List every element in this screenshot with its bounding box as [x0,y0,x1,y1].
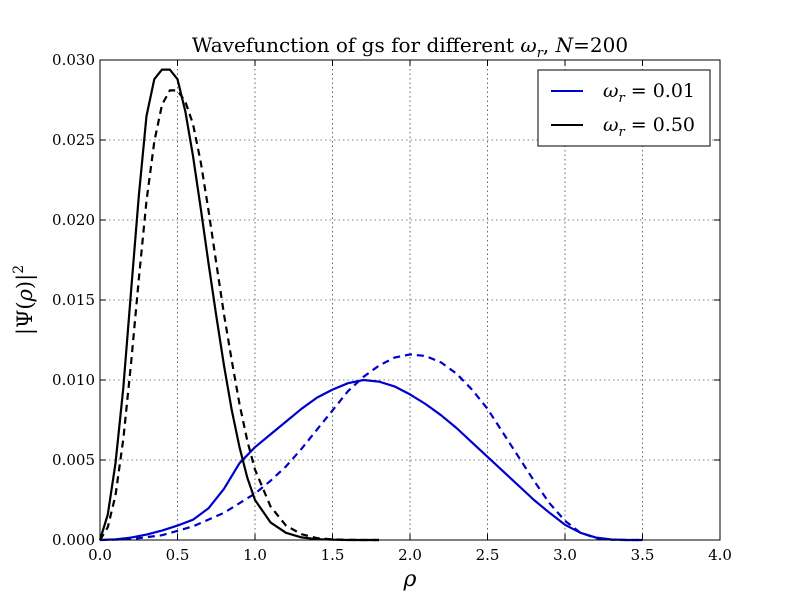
x-tick-label: 3.0 [553,546,577,564]
x-tick-label: 3.5 [631,546,655,564]
legend-box [537,69,711,147]
y-tick-label: 0.010 [52,371,95,389]
chart-title: Wavefunction of gs for different ωr, N=2… [192,33,628,61]
y-tick-label: 0.005 [52,451,95,469]
x-tick-label: 1.0 [243,546,267,564]
series-line-dashed [99,89,379,542]
y-tick-label: 0.015 [52,291,95,309]
series-line-solid [98,68,379,542]
plot-series [98,68,643,542]
series-line-dashed [99,353,643,542]
grid [100,60,720,540]
y-axis-label: |Ψ(ρ)|2 [11,265,38,335]
legend-entry: ωr = 0.01 [603,80,695,106]
x-tick-label: 2.0 [398,546,422,564]
series-line-solid [99,378,643,542]
x-tick-label: 0.5 [166,546,190,564]
y-tick-label: 0.020 [52,211,95,229]
y-tick-label: 0.025 [52,131,95,149]
x-tick-label: 2.5 [476,546,500,564]
axis-ticks: 0.0 0.5 1.0 1.5 2.0 2.5 3.0 3.5 4.0 0.000 0.005 0.0… [52,51,732,564]
y-tick-label: 0.000 [52,531,95,549]
x-tick-label: 4.0 [708,546,732,564]
x-tick-label: 0.0 [88,546,112,564]
y-tick-label: 0.030 [52,51,95,69]
legend-entry: ωr = 0.50 [603,114,695,140]
legend: ωr = 0.01 ωr = 0.50 [537,69,711,147]
x-tick-label: 1.5 [321,546,345,564]
x-axis-label: ρ [403,567,417,592]
